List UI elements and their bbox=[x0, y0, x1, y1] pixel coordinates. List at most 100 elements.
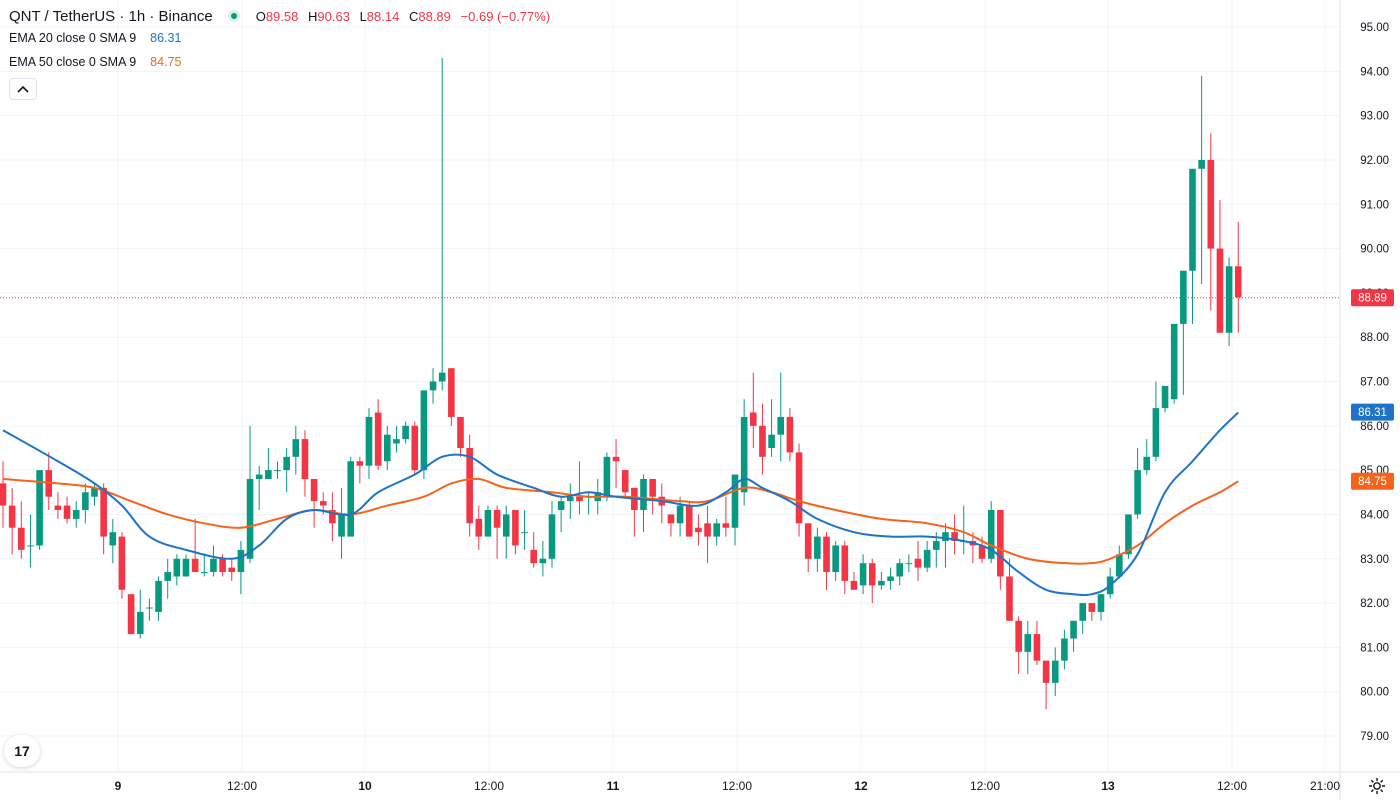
ema50-badge bbox=[1351, 472, 1394, 490]
candle-down bbox=[411, 425, 419, 471]
chevron-up-icon bbox=[17, 85, 29, 93]
candle-up bbox=[1125, 514, 1132, 555]
candle-up bbox=[1180, 270, 1187, 324]
candle-down bbox=[685, 505, 693, 537]
candle-up bbox=[164, 572, 171, 581]
candle-up bbox=[420, 390, 428, 471]
candle-up bbox=[548, 514, 556, 559]
ema50-badge-text: 84.75 bbox=[1358, 476, 1387, 488]
candle-down bbox=[1088, 603, 1096, 612]
last-price-badge-text: 88.89 bbox=[1358, 293, 1387, 305]
symbol-title[interactable]: QNT / TetherUS · 1h · Binance bbox=[9, 7, 213, 25]
candle-down bbox=[301, 439, 309, 479]
price-tick-label: 88.00 bbox=[1360, 332, 1389, 344]
candlestick-series bbox=[0, 58, 1242, 710]
candle-up bbox=[292, 439, 300, 457]
candle-down bbox=[1207, 159, 1215, 249]
candle-down bbox=[914, 558, 922, 568]
market-status-icon bbox=[227, 10, 240, 22]
candle-up bbox=[72, 510, 80, 519]
symbol-row: QNT / TetherUS · 1h · Binance O89.58 H90… bbox=[9, 6, 556, 26]
candle-up bbox=[155, 580, 162, 612]
candle-up bbox=[768, 434, 775, 448]
open-value: 89.58 bbox=[265, 8, 299, 24]
collapse-legend-button[interactable] bbox=[9, 78, 37, 100]
candle-down bbox=[621, 470, 629, 493]
price-tick-label: 90.00 bbox=[1360, 244, 1389, 256]
candle-down bbox=[649, 478, 656, 497]
ema20-badge-text: 86.31 bbox=[1358, 407, 1387, 419]
candle-up bbox=[283, 456, 290, 471]
time-tick-label: 9 bbox=[115, 779, 122, 793]
candle-up bbox=[365, 416, 373, 466]
candle-up bbox=[210, 558, 217, 573]
time-tick-label: 12:00 bbox=[227, 779, 257, 793]
candle-up bbox=[82, 492, 89, 511]
candle-down bbox=[127, 594, 135, 635]
high-label: H bbox=[308, 8, 318, 24]
chart-grid bbox=[0, 0, 1340, 772]
indicator-ema50[interactable]: EMA 50 close 0 SMA 9 84.75 bbox=[9, 50, 556, 74]
indicator-ema50-label: EMA 50 close 0 SMA 9 bbox=[9, 55, 137, 69]
time-tick-label: 12:00 bbox=[970, 779, 1000, 793]
candle-up bbox=[923, 549, 931, 568]
candle-down bbox=[319, 501, 327, 506]
gear-icon[interactable] bbox=[1367, 776, 1387, 796]
candle-up bbox=[933, 541, 940, 550]
candle-down bbox=[951, 532, 958, 542]
candle-down bbox=[530, 549, 537, 564]
candle-down bbox=[1216, 248, 1224, 333]
candle-up bbox=[832, 545, 839, 573]
price-tick-label: 82.00 bbox=[1360, 598, 1389, 610]
candle-up bbox=[603, 456, 611, 497]
candle-up bbox=[347, 461, 354, 537]
candle-down bbox=[722, 523, 730, 528]
time-axis: 9 12:00 10 12:00 11 12:00 12 12:00 13 12:00 21:00 bbox=[115, 779, 1341, 793]
candle-down bbox=[54, 505, 62, 511]
high-value: 90.63 bbox=[317, 8, 350, 24]
candle-up bbox=[731, 474, 739, 528]
tradingview-logo-icon[interactable]: 17 bbox=[4, 735, 40, 767]
candle-down bbox=[0, 483, 7, 506]
candle-down bbox=[1234, 266, 1242, 298]
candle-down bbox=[750, 412, 757, 426]
candle-up bbox=[1225, 266, 1233, 333]
candle-down bbox=[786, 416, 794, 453]
candle-down bbox=[493, 510, 501, 528]
candle-down bbox=[823, 536, 830, 573]
candle-up bbox=[136, 611, 144, 635]
indicator-ema20-label: EMA 20 close 0 SMA 9 bbox=[9, 31, 137, 45]
chart-legend: QNT / TetherUS · 1h · Binance O89.58 H90… bbox=[9, 6, 556, 74]
candle-up bbox=[265, 470, 272, 479]
candle-up bbox=[255, 474, 263, 479]
candle-down bbox=[997, 510, 1004, 577]
candle-down bbox=[576, 496, 583, 502]
candle-down bbox=[978, 545, 986, 559]
time-tick-label: 21:00 bbox=[1310, 779, 1340, 793]
indicator-ema20[interactable]: EMA 20 close 0 SMA 9 86.31 bbox=[9, 26, 556, 50]
price-tick-label: 87.00 bbox=[1360, 377, 1389, 389]
candle-up bbox=[201, 572, 208, 574]
candle-up bbox=[1170, 323, 1178, 400]
time-tick-label: 11 bbox=[607, 779, 620, 793]
time-tick-label: 12 bbox=[854, 779, 868, 793]
close-label: C bbox=[408, 8, 419, 24]
candle-down bbox=[795, 452, 803, 524]
price-tick-label: 81.00 bbox=[1360, 642, 1389, 654]
candle-up bbox=[521, 532, 528, 534]
candle-up bbox=[182, 558, 190, 577]
candle-down bbox=[804, 523, 812, 559]
candle-up bbox=[237, 549, 245, 573]
candle-down bbox=[667, 514, 675, 524]
candle-down bbox=[1033, 634, 1041, 661]
price-tick-label: 95.00 bbox=[1360, 22, 1389, 34]
candle-up bbox=[1198, 159, 1205, 169]
low-label: L bbox=[359, 8, 367, 24]
candle-up bbox=[36, 470, 43, 546]
ema50-line bbox=[2, 477, 1239, 565]
candle-down bbox=[18, 527, 25, 550]
candle-up bbox=[1143, 456, 1151, 471]
candle-up bbox=[640, 478, 647, 511]
candle-up bbox=[384, 434, 391, 462]
